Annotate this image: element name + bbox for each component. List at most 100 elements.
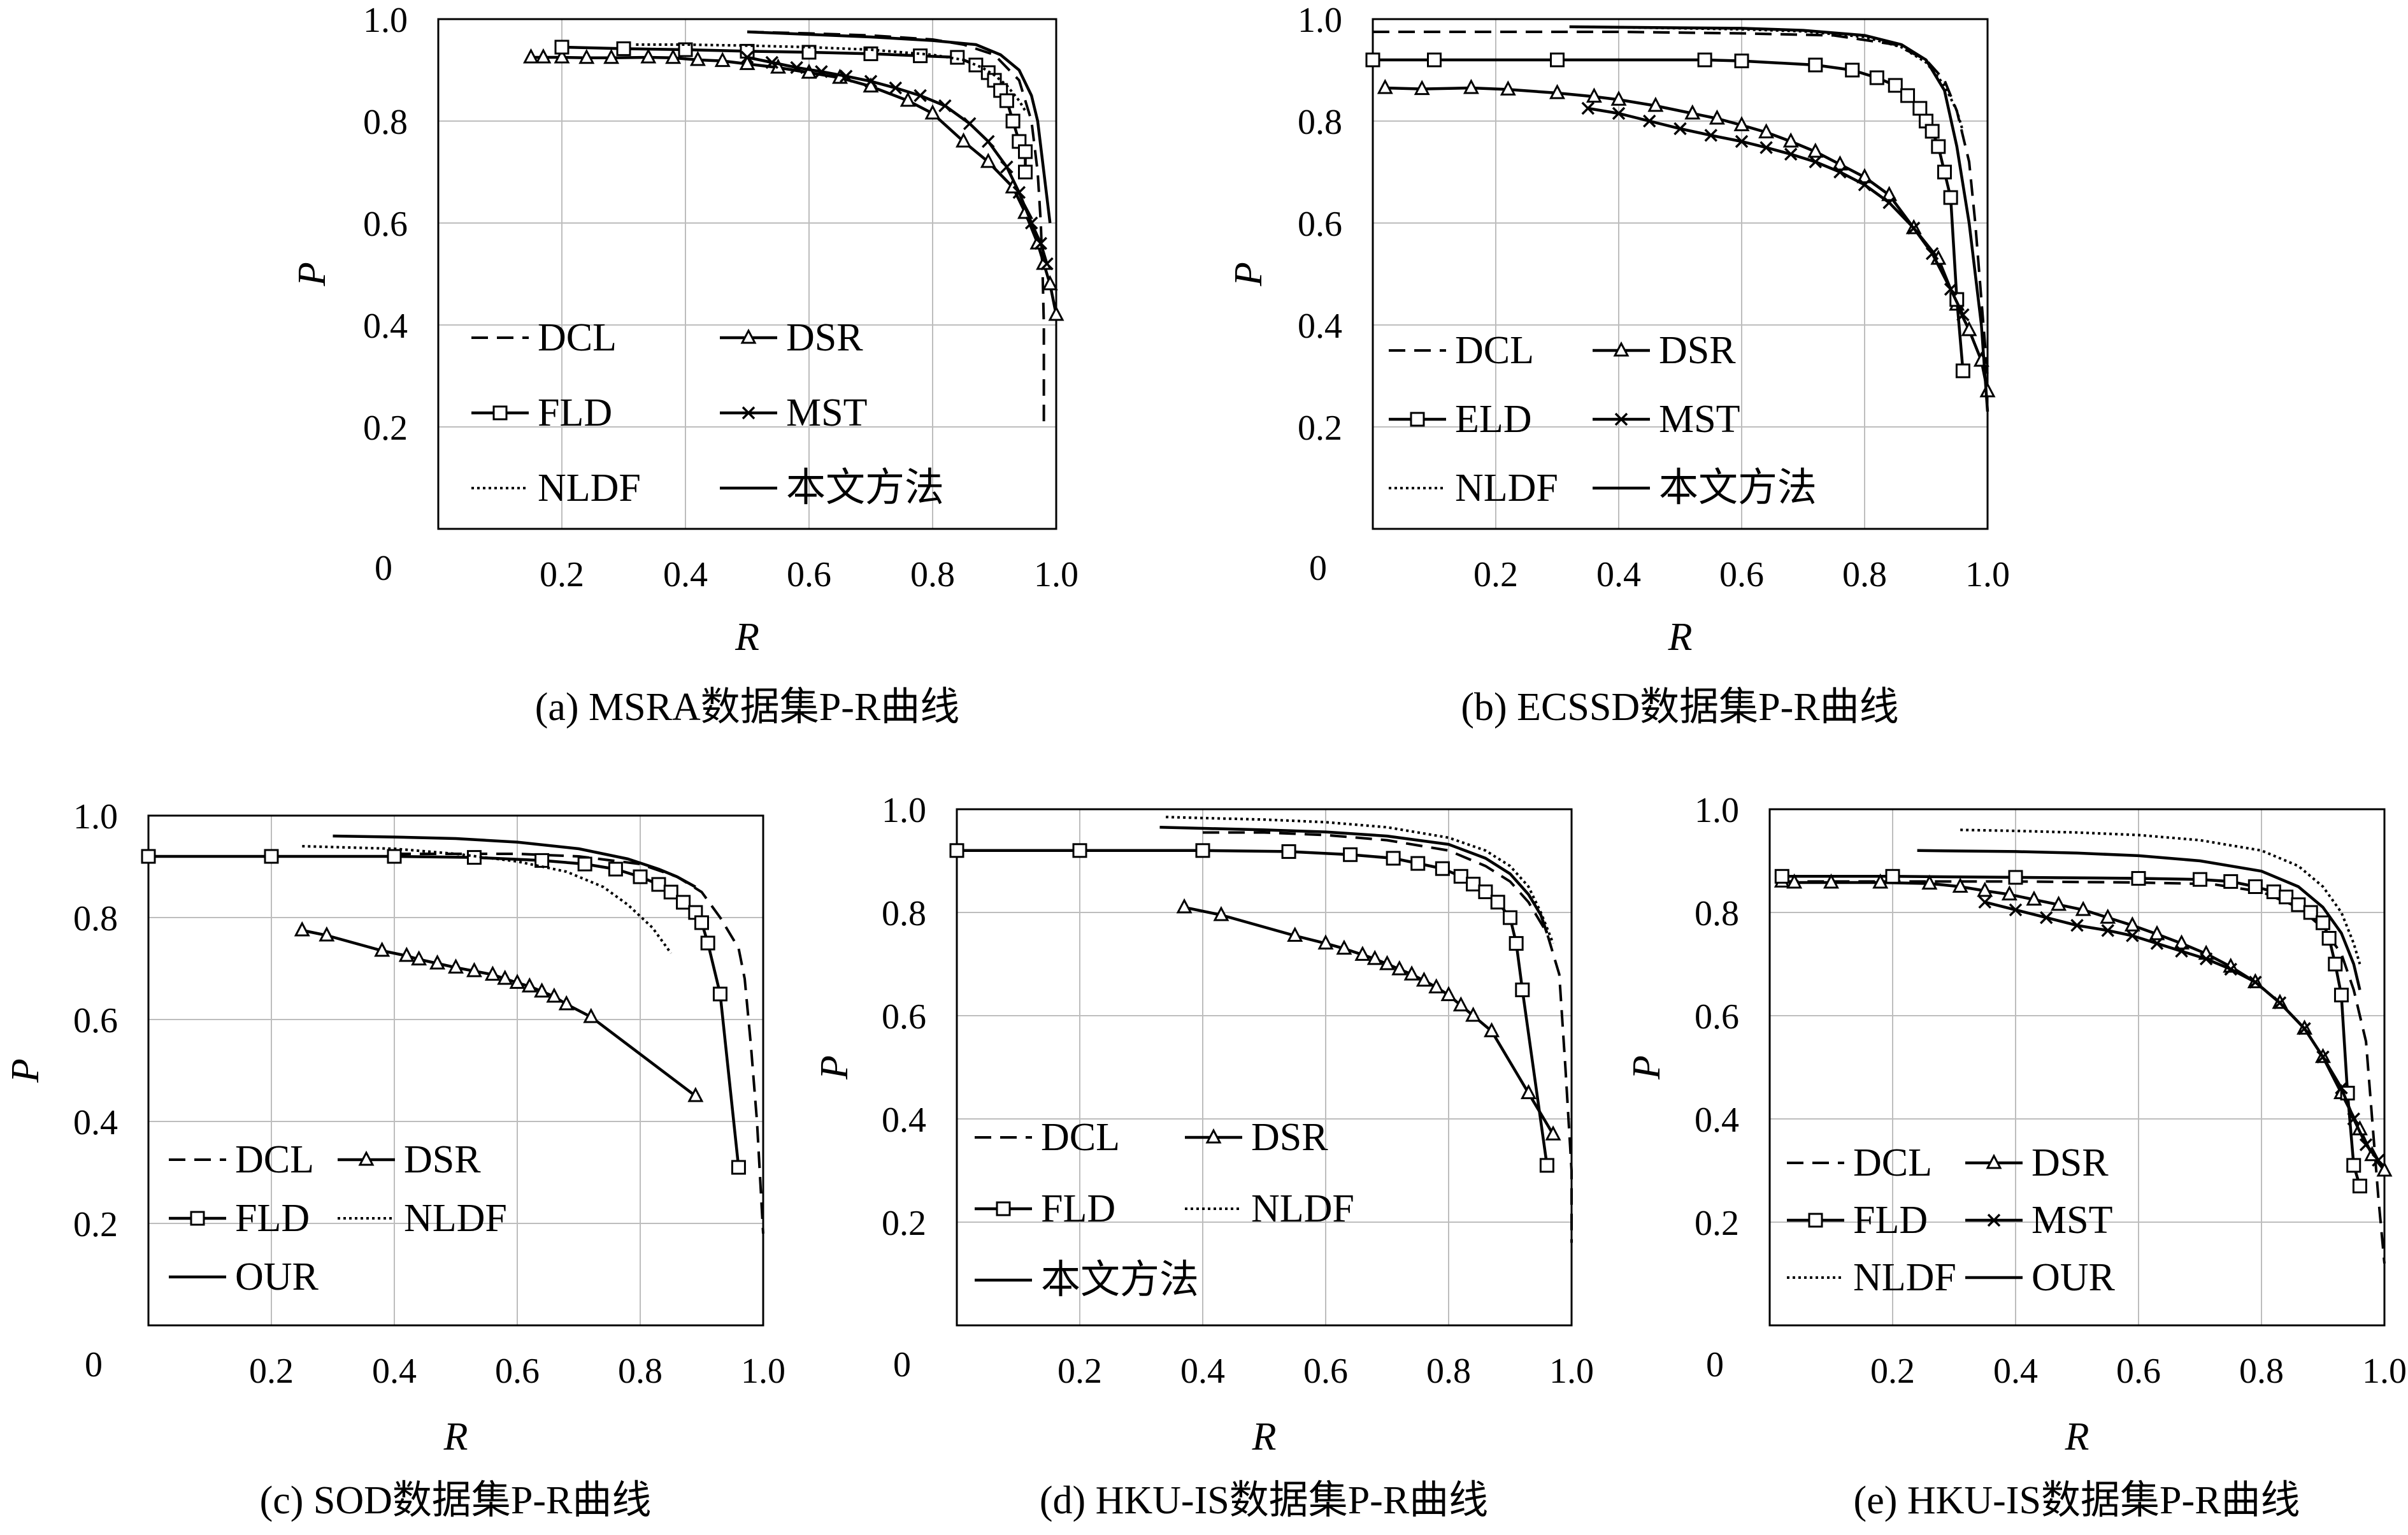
data-point <box>790 61 803 75</box>
chart-caption: (c) SOD数据集P-R曲线 <box>260 1479 652 1522</box>
series-line <box>301 928 697 1097</box>
data-point <box>1072 843 1087 858</box>
legend-label: DSR <box>1659 329 1736 372</box>
y-axis-label: P <box>290 262 334 287</box>
legend-marker <box>190 1211 205 1226</box>
legend-label: DSR <box>1251 1116 1328 1159</box>
legend-marker <box>742 406 756 420</box>
series-DCL <box>394 853 764 1234</box>
legend-label: MST <box>786 391 867 435</box>
data-point <box>2131 871 2146 886</box>
series-OUR <box>1917 849 2361 991</box>
data-point <box>1379 955 1395 970</box>
data-point <box>938 99 952 113</box>
data-point <box>689 50 706 66</box>
data-point <box>1005 113 1021 129</box>
y-tick-label: 0.8 <box>73 899 118 939</box>
legend-label: DSR <box>2032 1141 2109 1185</box>
data-point <box>1647 96 1664 112</box>
data-point <box>603 48 620 64</box>
data-point <box>466 962 482 977</box>
series-NLDF <box>302 845 672 955</box>
origin-tick-label: 0 <box>375 549 392 588</box>
series-MST <box>1978 895 2385 1167</box>
data-point <box>949 843 964 858</box>
series-line <box>394 853 764 1234</box>
series-line <box>1782 880 2386 1172</box>
data-point <box>583 1007 599 1023</box>
data-point <box>2101 924 2114 937</box>
series-DCL <box>1203 831 1573 1243</box>
data-point <box>1509 936 1524 951</box>
legend-marker <box>1808 1213 1823 1228</box>
x-tick-label: 0.8 <box>2239 1351 2284 1391</box>
series-line <box>1569 25 1965 132</box>
data-point <box>2008 870 2023 885</box>
data-point <box>1937 164 1952 180</box>
chart-caption: (e) HKU-IS数据集P-R曲线 <box>1854 1479 2300 1522</box>
data-point <box>700 935 715 951</box>
data-point <box>1782 132 1799 148</box>
legend-marker <box>1614 412 1628 426</box>
x-tick-label: 0.2 <box>1870 1351 1915 1391</box>
data-point <box>141 849 156 864</box>
data-point <box>1336 939 1352 955</box>
legend: DCL DSR FLD MST NLDF 本文方法 <box>471 316 944 510</box>
y-tick-label: 1.0 <box>363 1 408 40</box>
data-point <box>2347 1112 2360 1126</box>
data-point <box>2026 890 2042 906</box>
data-point <box>2372 1153 2385 1167</box>
y-tick-label: 0.6 <box>1695 997 1739 1037</box>
legend-marker <box>492 405 508 421</box>
data-point <box>1195 843 1210 858</box>
data-point <box>2333 988 2349 1003</box>
y-tick-label: 0.6 <box>1298 205 1342 244</box>
data-point <box>1734 54 1749 69</box>
data-point <box>633 869 648 884</box>
data-point <box>1758 123 1775 139</box>
data-point <box>1924 124 1940 139</box>
data-point <box>1490 895 1505 910</box>
data-point <box>2009 903 2023 917</box>
data-point <box>2266 884 2281 900</box>
data-point <box>1807 142 1824 158</box>
legend-marker <box>740 328 757 344</box>
y-tick-label: 0.2 <box>73 1205 118 1244</box>
data-point <box>534 982 550 998</box>
series-line <box>531 55 1058 315</box>
x-tick-label: 0.8 <box>1842 555 1887 595</box>
data-point <box>546 987 563 1003</box>
x-tick-label: 0.2 <box>249 1351 294 1391</box>
data-point <box>889 81 903 95</box>
data-point <box>577 856 592 872</box>
data-point <box>1440 986 1457 1002</box>
data-point <box>1831 155 1848 171</box>
legend-label: 本文方法 <box>1659 466 1817 510</box>
legend-marker <box>996 1201 1011 1216</box>
data-point <box>2291 897 2306 912</box>
chart-panel-5: 0.2 0.4 0.6 0.8 1.0 0.2 0.4 0.6 0.8 1.0 0 R P DCL DSR F… <box>1625 791 2407 1522</box>
data-point <box>739 55 756 70</box>
data-point <box>411 950 427 966</box>
data-point <box>765 55 779 69</box>
data-point <box>1858 178 1872 192</box>
data-point <box>1018 164 1033 180</box>
legend-label: NLDF <box>1455 466 1558 510</box>
x-axis-label: R <box>1252 1415 1277 1459</box>
legend: DCL DSR FLD NLDF OUR <box>169 1138 507 1299</box>
data-point <box>1921 874 1938 890</box>
x-tick-label: 0.4 <box>1180 1351 1225 1391</box>
data-point <box>1907 221 1921 235</box>
x-tick-label: 0.4 <box>372 1351 417 1391</box>
legend-label: DCL <box>1853 1141 1932 1185</box>
series-DSR <box>1176 898 1561 1141</box>
x-tick-label: 0.4 <box>1596 555 1641 595</box>
series-DSR <box>1774 872 2393 1177</box>
data-point <box>294 921 310 937</box>
data-point <box>815 65 828 78</box>
data-point <box>1733 116 1750 131</box>
x-tick-label: 0.8 <box>1426 1351 1471 1391</box>
data-point <box>1809 155 1823 169</box>
origin-tick-label: 0 <box>85 1345 103 1385</box>
legend-label: FLD <box>538 391 612 435</box>
